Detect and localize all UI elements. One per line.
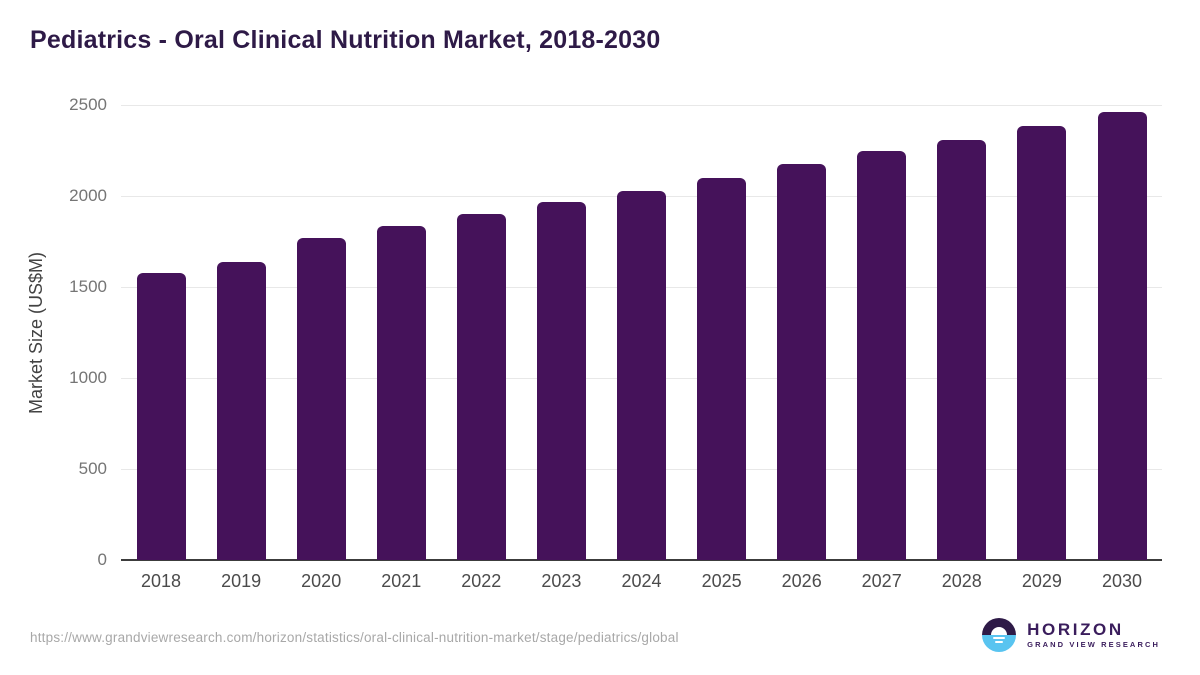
- xtick-label-2029: 2029: [1021, 571, 1062, 591]
- horizon-sun-icon: [982, 618, 1017, 652]
- xtick-label-2027: 2027: [861, 571, 902, 591]
- source-url: https://www.grandviewresearch.com/horizo…: [30, 630, 679, 645]
- plot-area: 0 500 1000 1500 2000 2500 2018 2019 2020 2021 2022…: [69, 95, 1162, 591]
- xtick-label-2028: 2028: [941, 571, 982, 591]
- bar-2018: [136, 273, 186, 560]
- bar-2030: [1097, 112, 1147, 560]
- bar-2026: [777, 164, 827, 560]
- bar-2025: [697, 177, 747, 560]
- xtick-label-2020: 2020: [301, 571, 342, 591]
- bar-2029: [1017, 125, 1067, 560]
- x-axis-line: [121, 559, 1162, 561]
- logo-text: HORIZON GRAND VIEW RESEARCH: [1027, 621, 1160, 649]
- horizon-logo: HORIZON GRAND VIEW RESEARCH: [982, 618, 1160, 652]
- ytick-label-500: 500: [78, 459, 107, 478]
- xtick-label-2023: 2023: [541, 571, 582, 591]
- xtick-label-2021: 2021: [381, 571, 422, 591]
- xtick-label-2022: 2022: [461, 571, 502, 591]
- sun-reflection-line: [993, 637, 1006, 639]
- ytick-label-0: 0: [97, 550, 107, 569]
- bar-2019: [216, 262, 266, 560]
- sun-glyph: [991, 627, 1008, 635]
- gridline-2500: [121, 105, 1162, 106]
- bar-2027: [857, 151, 907, 560]
- xtick-label-2018: 2018: [140, 571, 182, 591]
- bar-2021: [376, 226, 426, 560]
- sun-reflection-line: [995, 641, 1004, 643]
- logo-name: HORIZON: [1027, 620, 1124, 640]
- ytick-label-2500: 2500: [69, 95, 107, 114]
- xtick-label-2030: 2030: [1101, 571, 1143, 591]
- xtick-label-2026: 2026: [781, 571, 822, 591]
- logo-subtitle: GRAND VIEW RESEARCH: [1027, 640, 1160, 650]
- chart-title: Pediatrics - Oral Clinical Nutrition Mar…: [30, 26, 661, 54]
- bar-2028: [937, 139, 987, 560]
- ytick-label-1500: 1500: [69, 277, 107, 296]
- bar-2023: [536, 202, 586, 560]
- xtick-label-2025: 2025: [701, 571, 742, 591]
- ytick-label-2000: 2000: [69, 186, 107, 205]
- bar-2020: [296, 237, 346, 560]
- xtick-label-2024: 2024: [621, 571, 662, 591]
- bar-2022: [456, 214, 506, 560]
- ytick-label-1000: 1000: [69, 368, 107, 387]
- y-axis-title: Market Size (US$M): [26, 251, 46, 414]
- bar-2024: [617, 190, 666, 560]
- xtick-label-2019: 2019: [221, 571, 262, 591]
